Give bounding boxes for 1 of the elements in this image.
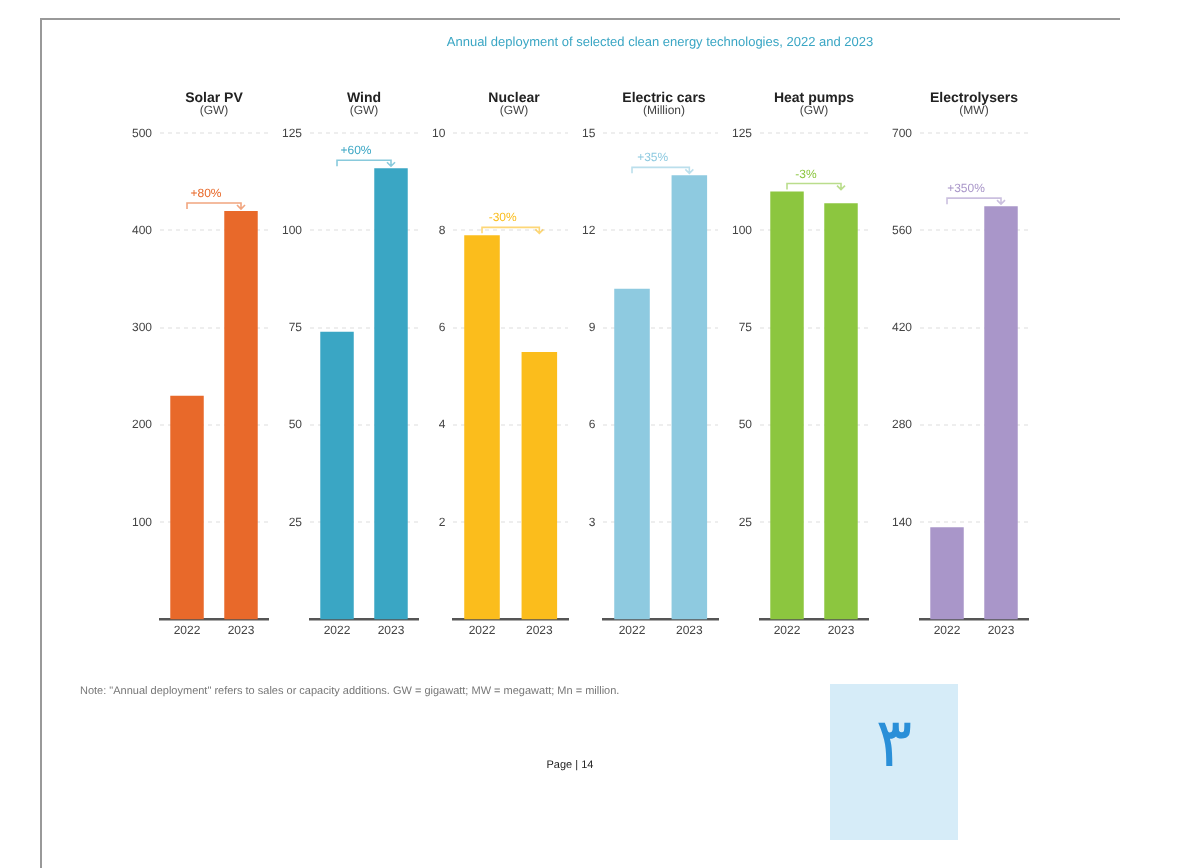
text: ٣	[830, 684, 958, 840]
